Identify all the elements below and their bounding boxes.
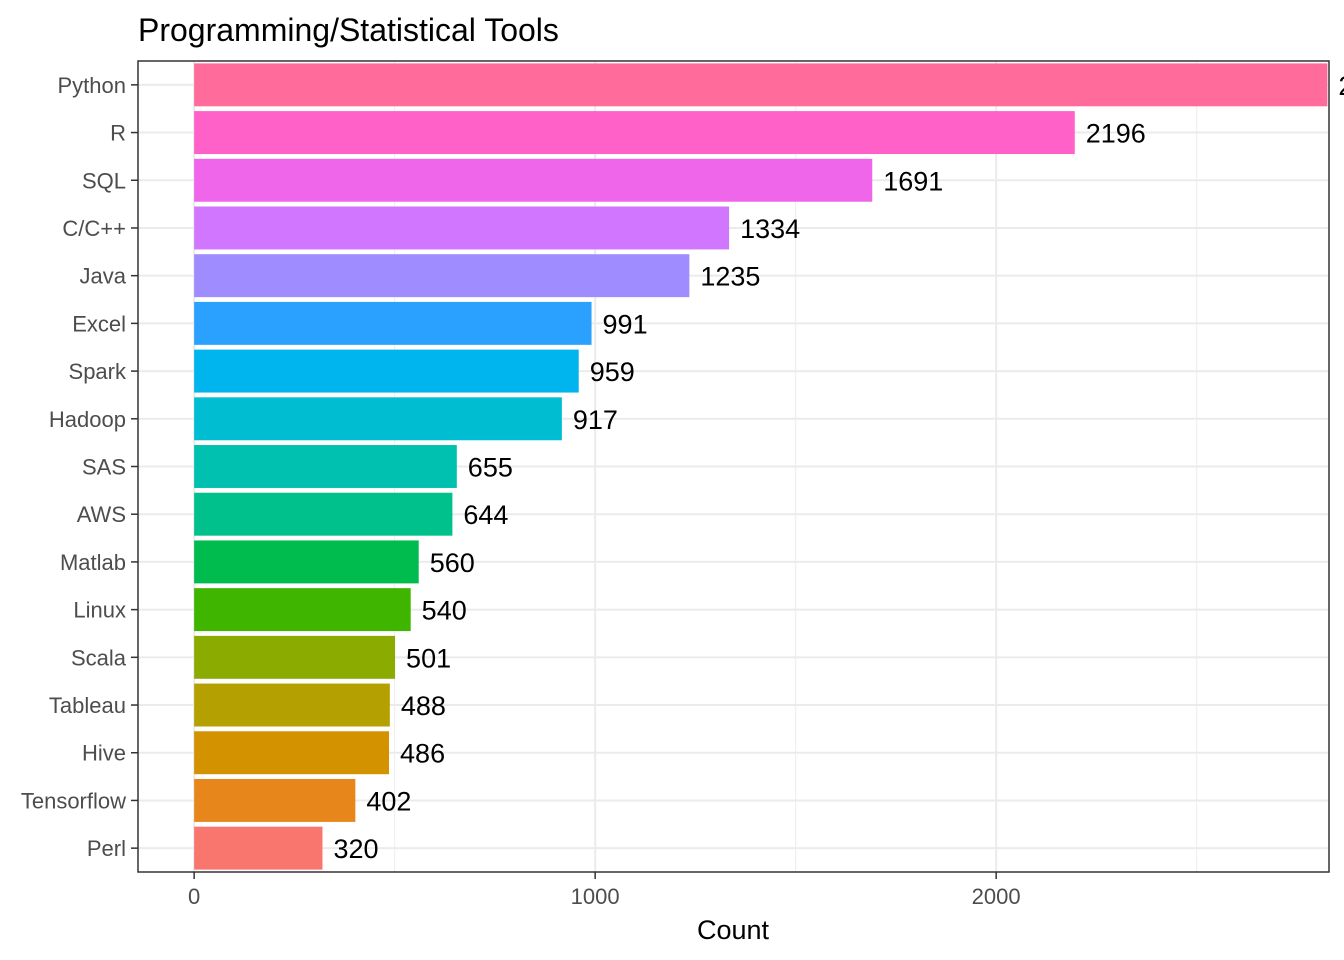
data-label: 917 xyxy=(573,405,618,435)
data-label: 655 xyxy=(468,453,513,483)
bar xyxy=(194,588,411,632)
x-tick-label: 1000 xyxy=(571,884,620,909)
data-label: 2826 xyxy=(1338,71,1344,101)
bar xyxy=(194,635,396,679)
bar xyxy=(194,778,356,822)
y-tick-label: AWS xyxy=(77,502,126,527)
y-tick-label: Matlab xyxy=(60,550,126,575)
data-label: 501 xyxy=(406,643,451,673)
bar xyxy=(194,206,730,250)
y-tick-label: Spark xyxy=(69,359,127,384)
bars xyxy=(194,63,1328,870)
x-tick-label: 0 xyxy=(188,884,200,909)
y-tick-label: Hadoop xyxy=(49,407,126,432)
bar xyxy=(194,731,390,775)
y-tick-label: C/C++ xyxy=(62,216,126,241)
bar xyxy=(194,397,562,441)
panel-border xyxy=(137,60,1330,873)
bar xyxy=(194,63,1328,107)
data-label: 1691 xyxy=(883,166,943,196)
data-label: 560 xyxy=(430,548,475,578)
y-tick-label: SQL xyxy=(82,168,126,193)
y-tick-label: Perl xyxy=(87,836,126,861)
bar xyxy=(194,683,390,727)
y-axis: Python R SQL C/C++ Java Excel Spark Hadoop SAS AW… xyxy=(21,73,138,861)
data-label: 486 xyxy=(400,739,445,769)
bar xyxy=(194,492,453,536)
bar xyxy=(194,445,457,488)
chart-title: Programming/Statistical Tools xyxy=(138,12,559,48)
data-label: 540 xyxy=(422,596,467,626)
bar xyxy=(194,111,1075,155)
data-label: 488 xyxy=(401,691,446,721)
data-labels: 2826 2196 1691 1334 1235 991 959 917 655 644 560 54… xyxy=(333,71,1344,864)
data-label: 2196 xyxy=(1086,119,1146,149)
y-tick-label: Hive xyxy=(82,741,126,766)
data-label: 991 xyxy=(603,309,648,339)
bar xyxy=(194,349,579,393)
y-tick-label: Java xyxy=(80,264,127,289)
bar xyxy=(194,301,592,345)
data-label: 320 xyxy=(333,834,378,864)
y-tick-label: Scala xyxy=(71,645,127,670)
y-tick-label: Linux xyxy=(73,598,126,623)
y-tick-label: R xyxy=(110,121,126,146)
bar xyxy=(194,826,323,870)
data-label: 959 xyxy=(590,357,635,387)
x-tick-label: 2000 xyxy=(972,884,1021,909)
y-tick-label: Excel xyxy=(72,311,126,336)
bar xyxy=(194,254,690,298)
bar xyxy=(194,540,419,584)
y-tick-label: SAS xyxy=(82,455,126,480)
data-label: 1235 xyxy=(700,262,760,292)
y-tick-label: Tableau xyxy=(49,693,126,718)
data-label: 1334 xyxy=(740,214,800,244)
y-tick-label: Tensorflow xyxy=(21,788,126,813)
bar xyxy=(194,158,873,202)
data-label: 402 xyxy=(366,786,411,816)
y-tick-label: Python xyxy=(58,73,127,98)
x-axis: 0 1000 2000 xyxy=(188,872,1021,909)
x-axis-label: Count xyxy=(697,915,770,945)
data-label: 644 xyxy=(463,500,508,530)
